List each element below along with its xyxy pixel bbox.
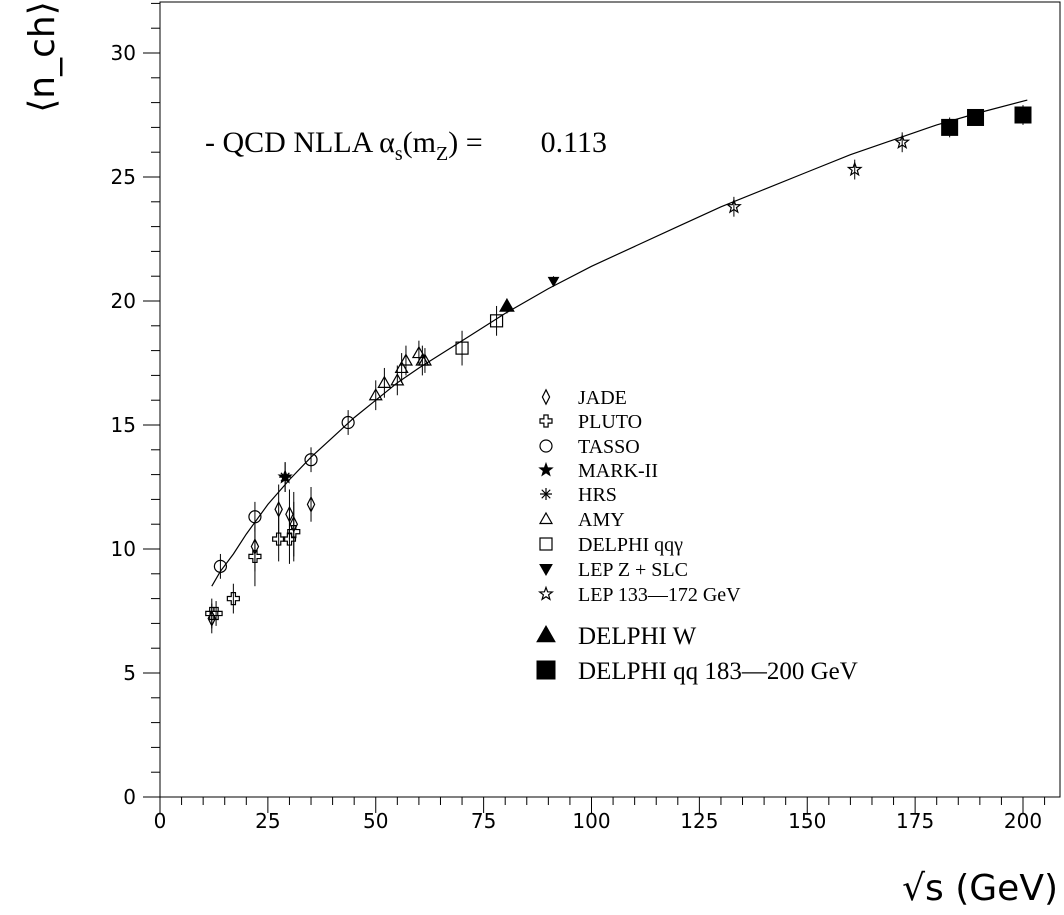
data-point <box>287 501 301 562</box>
data-point <box>226 583 240 614</box>
legend-marker <box>539 439 553 453</box>
legend-label: PLUTO <box>578 411 642 433</box>
x-tick-label: 75 <box>471 809 496 833</box>
data-point <box>377 367 392 398</box>
legend-item: PLUTO <box>539 411 642 433</box>
data-point <box>213 553 228 579</box>
qcd-annotation: - QCD NLLA αs(mZ) = 0.113 <box>205 126 607 165</box>
legend-label: JADE <box>578 387 627 409</box>
data-point <box>846 159 863 180</box>
x-tick-label: 150 <box>788 809 826 833</box>
legend-marker <box>540 488 552 500</box>
data-point <box>941 117 959 138</box>
legend-marker <box>536 624 556 643</box>
legend-item: HRS <box>540 484 617 506</box>
data-points <box>205 105 1032 634</box>
y-tick-label: 0 <box>123 785 136 809</box>
legend-marker <box>538 511 554 525</box>
y-tick-label: 5 <box>123 661 136 685</box>
legend-label: TASSO <box>578 436 640 458</box>
x-tick-label: 25 <box>255 809 280 833</box>
data-point <box>341 410 355 435</box>
y-axis-title: ⟨n_ch⟩ <box>22 1 63 113</box>
legend-item: LEP 133—172 GeV <box>538 584 741 606</box>
data-point <box>279 462 292 492</box>
data-point <box>725 196 742 217</box>
x-tick-label: 0 <box>154 809 167 833</box>
legend-item: AMY <box>538 509 625 531</box>
data-point <box>398 345 413 376</box>
y-tick-label: 15 <box>111 413 136 437</box>
legend-label: MARK-II <box>578 460 658 482</box>
x-tick-label: 50 <box>363 809 388 833</box>
x-tick-label: 125 <box>680 809 718 833</box>
x-tick-label: 200 <box>1004 809 1042 833</box>
data-point <box>415 345 430 376</box>
y-tick-label: 30 <box>111 41 136 65</box>
data-point <box>967 108 985 126</box>
data-point <box>306 487 316 522</box>
legend-item: DELPHI qq 183—200 GeV <box>536 658 858 685</box>
plot-frame <box>159 1 1061 798</box>
data-point <box>209 601 223 626</box>
y-tick-label: 20 <box>111 289 136 313</box>
data-point <box>394 353 409 383</box>
data-point <box>368 380 383 411</box>
legend-marker <box>539 564 553 577</box>
legend-item: MARK-II <box>538 460 658 482</box>
legend-item: DELPHI qqγ <box>539 534 683 556</box>
data-point <box>248 526 262 587</box>
legend-marker <box>538 585 554 601</box>
qcd-nlla-curve <box>211 99 1028 587</box>
legend-label: HRS <box>578 484 617 506</box>
y-tick-label: 25 <box>111 165 136 189</box>
legend-label: DELPHI qq 183—200 GeV <box>578 658 858 685</box>
legend-label: DELPHI qqγ <box>578 534 683 556</box>
legend-label: LEP Z + SLC <box>578 559 688 581</box>
legend-marker <box>538 461 554 477</box>
data-point <box>489 305 504 336</box>
x-axis-title: √s (GeV) <box>902 868 1058 909</box>
x-tick-label: 175 <box>896 809 934 833</box>
legend-label: DELPHI W <box>578 623 697 650</box>
legend-marker <box>539 414 553 428</box>
data-point <box>547 276 560 288</box>
data-point <box>304 447 318 473</box>
data-point <box>417 348 432 373</box>
legend-item: TASSO <box>539 436 640 458</box>
y-tick-label: 10 <box>111 537 136 561</box>
legend-item: LEP Z + SLC <box>539 559 688 581</box>
data-point <box>272 516 286 562</box>
x-tick-label: 100 <box>572 809 610 833</box>
axis-tick-labels: 0 25 50 75 100 125 150 175 200 0 5 10 15 20 25 30 <box>111 41 1043 833</box>
data-point <box>894 132 911 153</box>
data-point <box>1014 105 1032 125</box>
legend-marker <box>539 537 553 551</box>
axis-ticks <box>143 2 1046 813</box>
legend-item: JADE <box>541 387 627 409</box>
legend-label: AMY <box>578 509 625 531</box>
legend-marker <box>541 388 551 406</box>
data-point <box>248 501 262 532</box>
legend-item: DELPHI W <box>536 623 697 650</box>
data-point <box>499 297 515 314</box>
legend-label: LEP 133—172 GeV <box>578 584 741 606</box>
legend-marker <box>536 660 556 680</box>
data-point <box>455 330 469 366</box>
